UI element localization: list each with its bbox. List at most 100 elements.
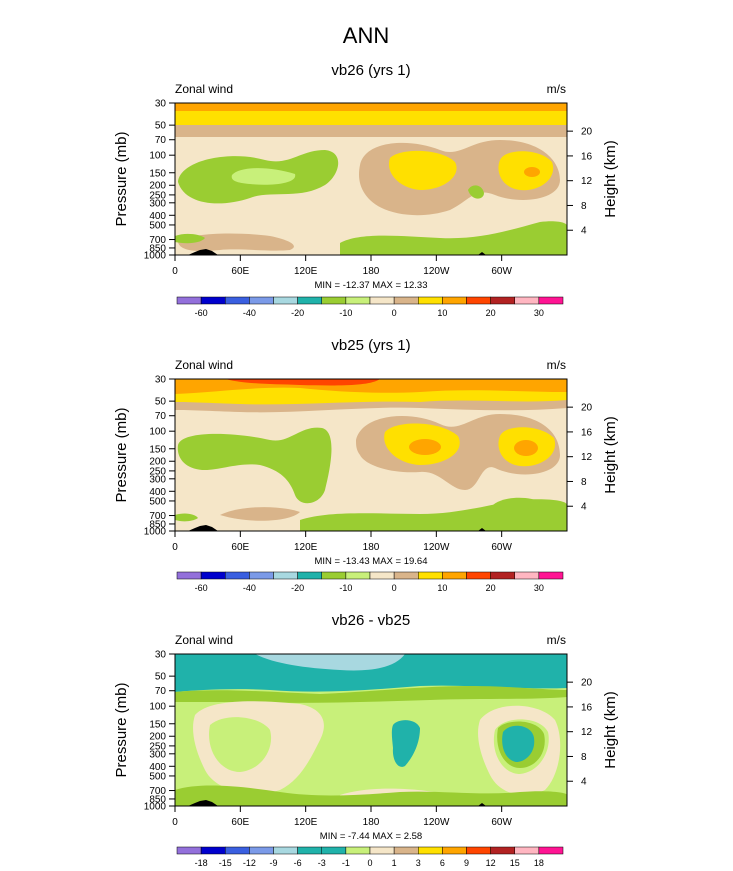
colorbar-box [273, 846, 298, 855]
pressure-tick-label: 200 [149, 181, 166, 192]
panel-vb26: vb26 (yrs 1) Zonal wind m/s 305070100150… [113, 62, 619, 318]
contour-green-tropical [177, 427, 332, 504]
pressure-tick-label: 850 [149, 519, 166, 530]
pressure-tick-label: 700 [149, 235, 166, 246]
colorbar-box [514, 296, 540, 305]
longitude-tick-label: 60W [491, 542, 512, 553]
colorbar-box [200, 571, 226, 580]
pressure-tick-label: 50 [155, 121, 167, 132]
colorbar-label: 1 [392, 858, 397, 868]
height-tick-label: 8 [581, 477, 587, 488]
height-tick-label: 16 [581, 151, 593, 162]
contour-green-stripe [175, 686, 567, 703]
colorbar-box [466, 846, 491, 855]
pressure-tick-label: 70 [155, 686, 167, 697]
colorbar-box [273, 296, 298, 305]
pressure-tick-label: 100 [149, 702, 166, 713]
figure-title: ANN [343, 23, 389, 48]
colorbar-label: -6 [294, 858, 302, 868]
pressure-tick-label: 300 [149, 198, 166, 209]
pressure-tick-label: 150 [149, 444, 166, 455]
colorbar-box [345, 571, 371, 580]
longitude-axis: 0 60E 120E 180 120W 60W [172, 255, 513, 277]
pressure-tick-label: 30 [155, 99, 167, 110]
longitude-tick-label: 120W [423, 266, 450, 277]
pressure-tick-label: 400 [149, 762, 166, 773]
pressure-tick-label: 400 [149, 487, 166, 498]
longitude-tick-label: 60W [491, 266, 512, 277]
colorbar-box [490, 571, 515, 580]
contour-orange-core [524, 167, 540, 177]
longitude-tick-label: 60E [231, 817, 249, 828]
pressure-tick-label: 700 [149, 786, 166, 797]
pressure-tick-label: 500 [149, 496, 166, 507]
minmax-label: MIN = -12.37 MAX = 12.33 [314, 280, 427, 291]
pressure-tick-label: 250 [149, 190, 166, 201]
longitude-tick-label: 0 [172, 817, 178, 828]
contour-tan-surface [178, 233, 294, 252]
colorbar-label: 0 [392, 308, 397, 318]
contour-green-surface-west [175, 233, 205, 244]
colorbar-label: -20 [291, 308, 304, 318]
contour-green-surface-east [490, 497, 540, 512]
colorbar-label: 10 [437, 583, 447, 593]
colorbar-box [538, 571, 564, 580]
contour-band-orange [175, 103, 567, 111]
contour-teal-core-east [502, 725, 535, 762]
colorbar-box [225, 846, 250, 855]
pressure-tick-label: 250 [149, 741, 166, 752]
colorbar-box [249, 846, 274, 855]
y-right-axis-label: Height (km) [602, 140, 619, 218]
pressure-tick-label: 500 [149, 771, 166, 782]
pressure-tick-label: 850 [149, 794, 166, 805]
colorbar-label: -10 [339, 583, 352, 593]
contour-field [175, 103, 567, 255]
longitude-tick-label: 180 [363, 542, 380, 553]
colorbar: -60 -40 -20 -10 0 10 20 30 [176, 296, 564, 318]
longitude-tick-label: 0 [172, 542, 178, 553]
colorbar-box [200, 296, 226, 305]
colorbar-label: -3 [318, 858, 326, 868]
pressure-tick-label: 200 [149, 457, 166, 468]
contour-green-surface [340, 221, 567, 255]
panel-units-label: m/s [547, 358, 566, 372]
longitude-tick-label: 120W [423, 817, 450, 828]
colorbar-box [321, 571, 347, 580]
colorbar-label: 10 [437, 308, 447, 318]
contour-green-surface-west [175, 513, 198, 522]
colorbar-box [466, 296, 491, 305]
colorbar-box [490, 296, 515, 305]
colorbar-label: -40 [243, 308, 256, 318]
contour-lightgreen-core [231, 168, 296, 185]
pressure-tick-label: 50 [155, 672, 167, 683]
contour-cream-region [193, 701, 561, 806]
panel-units-label: m/s [547, 633, 566, 647]
pressure-tick-label: 70 [155, 135, 167, 146]
height-tick-label: 4 [581, 226, 587, 237]
colorbar-label: -10 [339, 308, 352, 318]
panel-title: vb25 (yrs 1) [331, 337, 410, 354]
colorbar-box [393, 571, 419, 580]
longitude-axis: 0 60E 120E 180 120W 60W [172, 806, 513, 828]
height-tick-label: 12 [581, 452, 593, 463]
colorbar-box [321, 296, 347, 305]
pressure-tick-label: 200 [149, 732, 166, 743]
colorbar-label: -9 [269, 858, 277, 868]
colorbar-label: -1 [342, 858, 350, 868]
pressure-tick-label: 1000 [144, 527, 167, 538]
colorbar: -18 -15 -12 -9 -6 -3 -1 0 1 3 6 9 12 15 18 [176, 846, 564, 868]
colorbar-box [538, 846, 564, 855]
longitude-axis: 0 60E 120E 180 120W 60W [172, 531, 513, 553]
panel-left-label: Zonal wind [175, 82, 233, 96]
longitude-tick-label: 180 [363, 817, 380, 828]
pressure-tick-label: 300 [149, 474, 166, 485]
colorbar-box [466, 571, 491, 580]
colorbar-box [200, 846, 226, 855]
panel-title: vb26 (yrs 1) [331, 62, 410, 79]
pressure-tick-label: 400 [149, 211, 166, 222]
colorbar-box [249, 571, 274, 580]
colorbar-box [442, 846, 467, 855]
